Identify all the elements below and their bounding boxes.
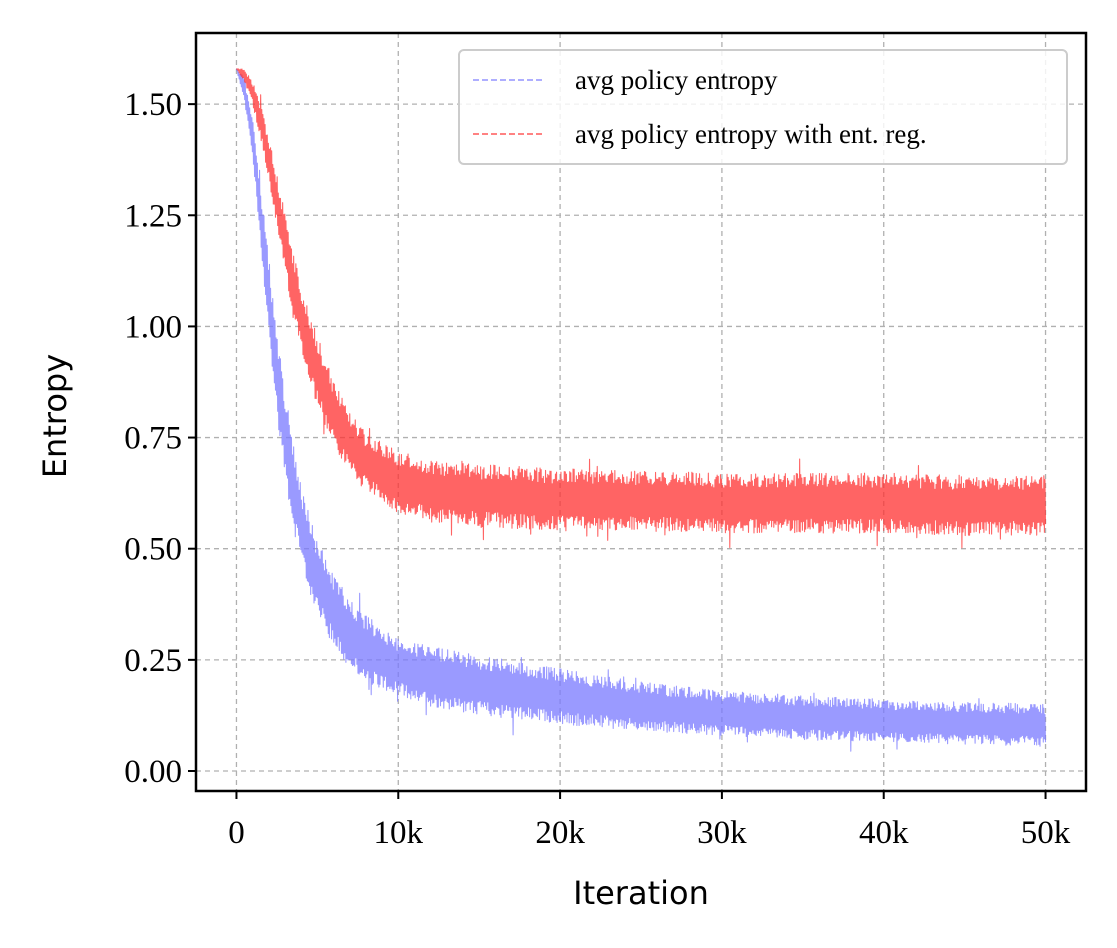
series-line-1	[235, 68, 1047, 752]
x-axis-label: Iteration	[573, 874, 709, 912]
series-layer	[235, 68, 1047, 752]
y-axis-label: Entropy	[36, 354, 74, 478]
x-tick-label: 30k	[697, 815, 747, 851]
plot-frame	[194, 31, 1088, 793]
x-tick-label: 0	[228, 815, 245, 851]
y-tick-label: 1.50	[124, 87, 182, 123]
x-tick-label: 20k	[535, 815, 585, 851]
x-tick-label: 50k	[1021, 815, 1071, 851]
x-tick-label: 10k	[374, 815, 424, 851]
y-tick-label: 0.75	[124, 421, 182, 457]
legend-label-2: avg policy entropy with ent. reg.	[575, 119, 927, 149]
y-tick-label: 0.50	[124, 532, 182, 568]
series-line-2	[236, 68, 1047, 549]
y-tick-label: 1.00	[124, 309, 182, 345]
y-tick-label: 1.25	[124, 198, 182, 234]
y-tick-label: 0.25	[124, 643, 182, 679]
x-tick-label: 40k	[859, 815, 909, 851]
legend-box	[458, 49, 1068, 165]
y-tick-label: 0.00	[124, 754, 182, 790]
legend-label-1: avg policy entropy	[575, 65, 778, 95]
legend: avg policy entropy avg policy entropy wit…	[458, 49, 1068, 165]
ticks: 0 10k 20k 30k 40k 50k 0.00 0.25 0.50 0.75 1.00 1.25…	[124, 87, 1071, 851]
